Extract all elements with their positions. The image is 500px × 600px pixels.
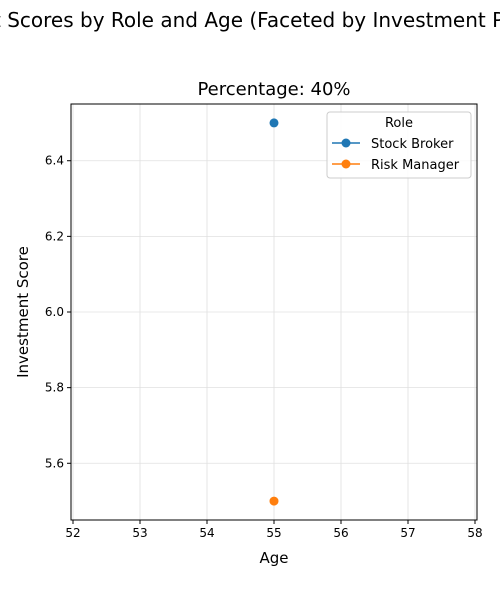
y-tick-label: 6.2 xyxy=(45,229,64,243)
legend-title: Role xyxy=(385,116,413,131)
y-tick-label: 6.4 xyxy=(45,154,64,168)
y-axis-label: Investment Score xyxy=(14,246,32,378)
legend-marker-risk-manager xyxy=(341,159,351,169)
legend: Role Stock Broker Risk Manager xyxy=(326,111,472,179)
x-tick-label: 56 xyxy=(333,526,348,540)
x-tick-label: 55 xyxy=(266,526,281,540)
x-tick-label: 53 xyxy=(132,526,147,540)
x-tick-label: 54 xyxy=(199,526,214,540)
y-tick-label: 5.8 xyxy=(45,381,64,395)
data-point-risk-manager xyxy=(269,496,279,506)
x-tick-label: 57 xyxy=(400,526,415,540)
figure-suptitle: Investment Scores by Role and Age (Facet… xyxy=(0,8,500,32)
legend-label-risk-manager: Risk Manager xyxy=(371,158,460,173)
x-tick-label: 58 xyxy=(467,526,482,540)
data-point-stock-broker xyxy=(269,118,279,128)
legend-box xyxy=(326,111,472,179)
y-tick-label: 6.0 xyxy=(45,305,64,319)
plot-title: Percentage: 40% xyxy=(197,79,350,100)
x-tick-label: 52 xyxy=(65,526,80,540)
series-layer xyxy=(269,118,279,506)
grid-lines xyxy=(71,104,477,520)
x-axis-label: Age xyxy=(259,549,288,567)
legend-marker-stock-broker xyxy=(341,138,351,148)
axis-ticks: 52 53 54 55 56 57 58 5.6 5.8 6.0 6.2 6.4 xyxy=(45,154,483,540)
legend-label-stock-broker: Stock Broker xyxy=(371,137,454,152)
y-tick-label: 5.6 xyxy=(45,456,64,470)
